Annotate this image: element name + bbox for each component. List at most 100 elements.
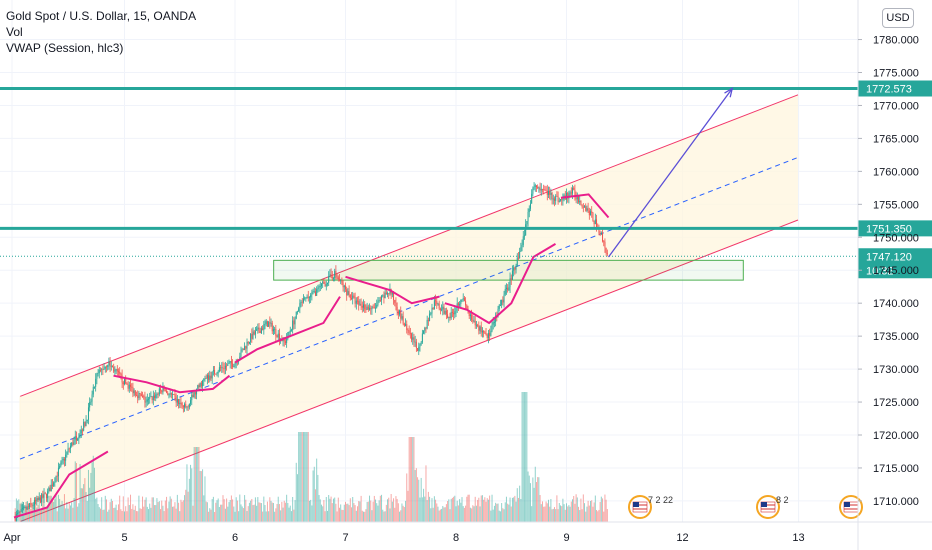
candle-body	[469, 314, 471, 317]
volume-bar	[245, 499, 247, 522]
volume-bar	[134, 505, 136, 522]
economic-events[interactable]: 7 2 22 8 2	[628, 495, 863, 519]
volume-bar	[115, 504, 117, 522]
candle-body	[328, 276, 330, 283]
event-count-label: 8 2	[776, 495, 789, 505]
volume-bar	[460, 502, 462, 522]
candle-body	[498, 305, 500, 309]
volume-bar	[395, 496, 397, 522]
projection-arrow[interactable]	[607, 87, 734, 258]
candle-body	[556, 195, 558, 197]
symbol-title[interactable]: Gold Spot / U.S. Dollar, 15, OANDA	[6, 9, 197, 23]
currency-button[interactable]: USD	[882, 8, 914, 28]
candle-body	[292, 320, 294, 330]
candle-body	[264, 324, 266, 325]
volume-bar	[30, 509, 32, 522]
candle-body	[294, 318, 296, 325]
channel-midline	[19, 156, 799, 460]
candle-body	[550, 192, 552, 195]
volume-bar	[433, 496, 435, 522]
candle-body	[265, 321, 267, 325]
volume-bar	[175, 508, 177, 522]
volume-bar	[531, 506, 533, 522]
candle-body	[51, 484, 53, 486]
price-axis[interactable]: 1710.000 1715.000 1720.000 1725.000 1730.000…	[857, 0, 919, 550]
parallel-channel[interactable]	[19, 94, 799, 523]
volume-bar	[529, 483, 531, 522]
volume-bar	[184, 495, 186, 522]
volume-bar	[606, 509, 608, 522]
candle-body	[337, 277, 339, 280]
us-flag-event-icon[interactable]	[839, 495, 863, 519]
volume-bar	[344, 501, 347, 522]
volume-bar	[357, 506, 359, 522]
volume-bar	[293, 509, 295, 522]
candle-body	[287, 332, 289, 339]
volume-bar	[31, 504, 33, 522]
candle-body	[439, 308, 441, 310]
candle-body	[62, 458, 64, 461]
volume-bar	[425, 465, 427, 522]
volume-bar	[379, 495, 381, 522]
volume-bar	[329, 498, 331, 522]
support-zone-box[interactable]	[273, 259, 744, 281]
candle-body	[149, 396, 151, 399]
candle-body	[154, 395, 156, 399]
candle-body	[492, 322, 494, 325]
candle-body	[275, 328, 277, 336]
candle-body	[517, 257, 519, 259]
volume-bar	[98, 507, 100, 522]
volume-bar	[125, 506, 127, 522]
volume-bar	[359, 501, 361, 522]
candle-body	[306, 296, 308, 298]
time-tick-label: 6	[232, 532, 238, 544]
volume-bar	[80, 488, 82, 522]
candle-body	[514, 267, 516, 270]
volume-bar	[558, 503, 560, 522]
volume-indicator-label[interactable]: Vol	[6, 25, 23, 39]
candle-body	[300, 301, 302, 304]
vwap-indicator-label[interactable]: VWAP (Session, hlc3)	[6, 41, 124, 55]
volume-bar	[521, 392, 523, 522]
volume-bar	[211, 499, 213, 522]
candle-body	[190, 400, 192, 404]
candle-body	[93, 386, 95, 388]
volume-bar	[355, 510, 357, 522]
time-axis[interactable]: Apr 5 6 7 8 9 12 13	[0, 521, 932, 544]
time-tick-label: 9	[563, 532, 569, 544]
volume-bar	[167, 508, 169, 522]
candle-body	[591, 211, 593, 213]
volume-bar	[119, 495, 121, 522]
us-flag-event-icon[interactable]	[756, 495, 780, 519]
candle-body	[312, 291, 314, 293]
volume-bar	[581, 509, 583, 522]
candle-body	[584, 206, 586, 208]
candle-body	[397, 311, 399, 315]
candle-body	[240, 349, 242, 357]
flag-canton	[761, 502, 767, 507]
candle-body	[96, 373, 98, 379]
candle-body	[479, 326, 481, 331]
volume-bar	[244, 495, 246, 522]
candle-body	[24, 507, 26, 508]
candle-body	[27, 506, 29, 508]
volume-bar	[290, 511, 292, 522]
volume-bar	[381, 494, 383, 522]
candle-body	[60, 462, 62, 467]
horizontal-levels[interactable]: 1772.573 1751.350 1747.120 10:32	[0, 80, 932, 279]
volume-bar	[502, 508, 504, 522]
candle-body	[578, 196, 580, 203]
volume-bar	[248, 502, 250, 522]
volume-bar	[53, 501, 55, 522]
candle-body	[501, 299, 503, 305]
volume-bar	[160, 509, 162, 522]
volume-bar	[342, 510, 344, 522]
candle-body	[68, 448, 70, 450]
us-flag-event-icon[interactable]	[628, 495, 652, 519]
volume-bar	[402, 505, 404, 522]
time-tick-label: 13	[792, 532, 804, 544]
volume-bar	[180, 499, 182, 522]
volume-bar	[162, 505, 164, 522]
candle-body	[86, 419, 88, 421]
